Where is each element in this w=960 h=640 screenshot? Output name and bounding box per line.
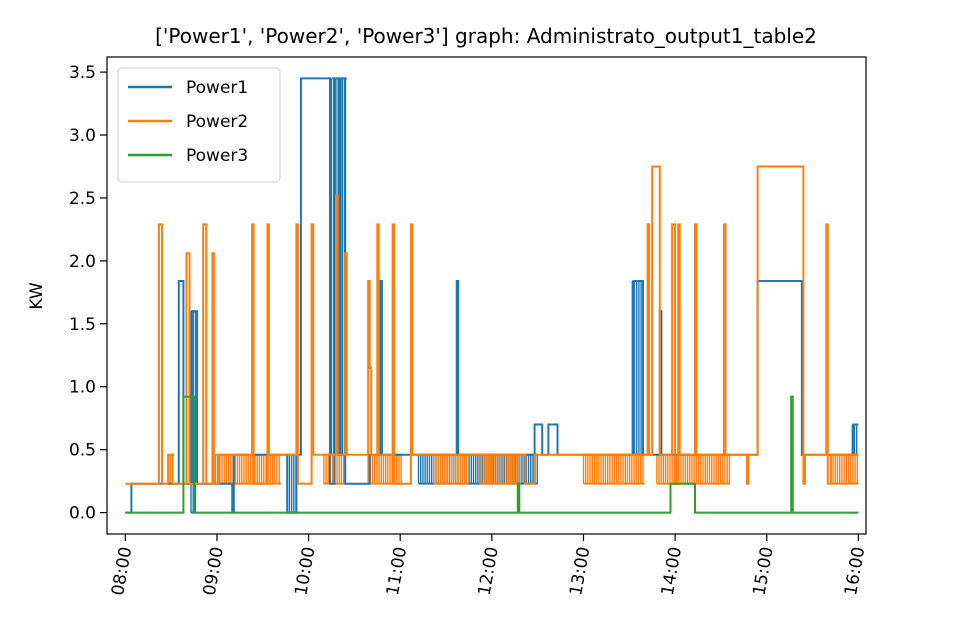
y-tick-label-2-0: 2.0 [69, 252, 96, 272]
legend-label-power3: Power3 [186, 146, 248, 166]
y-axis: 0.0 0.5 1.0 1.5 2.0 2.5 3.0 3.5 [69, 63, 107, 524]
chart-title: ['Power1', 'Power2', 'Power3'] graph: Ad… [155, 24, 817, 48]
flicker-power2-7 [656, 454, 731, 484]
y-tick-label-0-5: 0.5 [69, 441, 96, 461]
series-line-power3 [125, 395, 859, 514]
plot-area-frame [106, 56, 867, 535]
y-tick-label-0-0: 0.0 [69, 504, 96, 524]
flicker-power2-4 [433, 454, 468, 484]
y-tick-label-3-0: 3.0 [69, 126, 96, 146]
legend-box [117, 67, 281, 183]
legend: Power1 Power2 Power3 [117, 67, 281, 183]
flicker-power2-6 [582, 454, 644, 484]
legend-label-power1: Power1 [186, 78, 248, 98]
series-layer [125, 77, 859, 514]
y-tick-label-1-5: 1.5 [69, 315, 96, 335]
flicker-power2-8 [830, 454, 858, 484]
y-tick-label-1-0: 1.0 [69, 378, 96, 398]
y-tick-label-3-5: 3.5 [69, 63, 96, 83]
flicker-power2-1 [214, 454, 280, 484]
y-tick-label-2-5: 2.5 [69, 189, 96, 209]
flicker-power2-5 [478, 454, 520, 484]
y-axis-label: KW [27, 282, 47, 310]
legend-label-power2: Power2 [186, 112, 248, 132]
series-line-power2 [125, 165, 859, 485]
